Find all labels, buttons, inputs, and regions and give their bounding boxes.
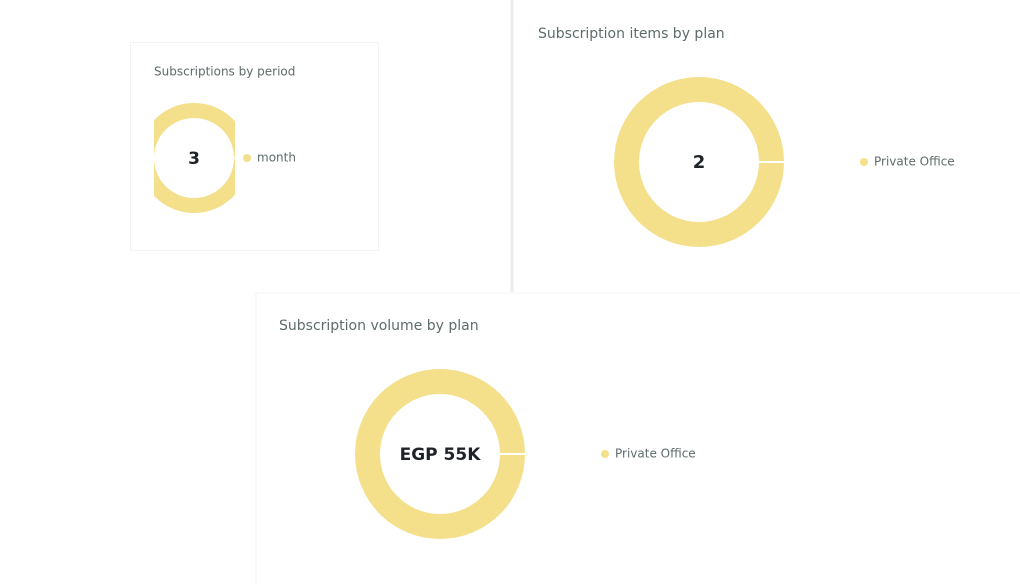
legend-label: month	[257, 151, 296, 165]
legend-marker	[860, 158, 868, 166]
donut-slice	[614, 76, 784, 247]
donut-slice	[355, 368, 525, 539]
legend-marker	[601, 450, 609, 458]
legend-marker	[243, 154, 251, 162]
donut-slice	[154, 103, 235, 213]
center-value: EGP 55K	[400, 445, 482, 465]
donut	[154, 103, 235, 213]
donut	[614, 76, 785, 247]
chart-title: Subscription volume by plan	[279, 318, 479, 334]
legend-label: Private Office	[874, 155, 955, 169]
chart-title: Subscription items by plan	[538, 26, 725, 42]
legend-label: Private Office	[615, 447, 696, 461]
center-value: 3	[188, 149, 200, 169]
donut	[355, 368, 526, 539]
card	[130, 42, 379, 251]
center-value: 2	[693, 152, 706, 173]
chart-title: Subscriptions by period	[154, 65, 295, 79]
